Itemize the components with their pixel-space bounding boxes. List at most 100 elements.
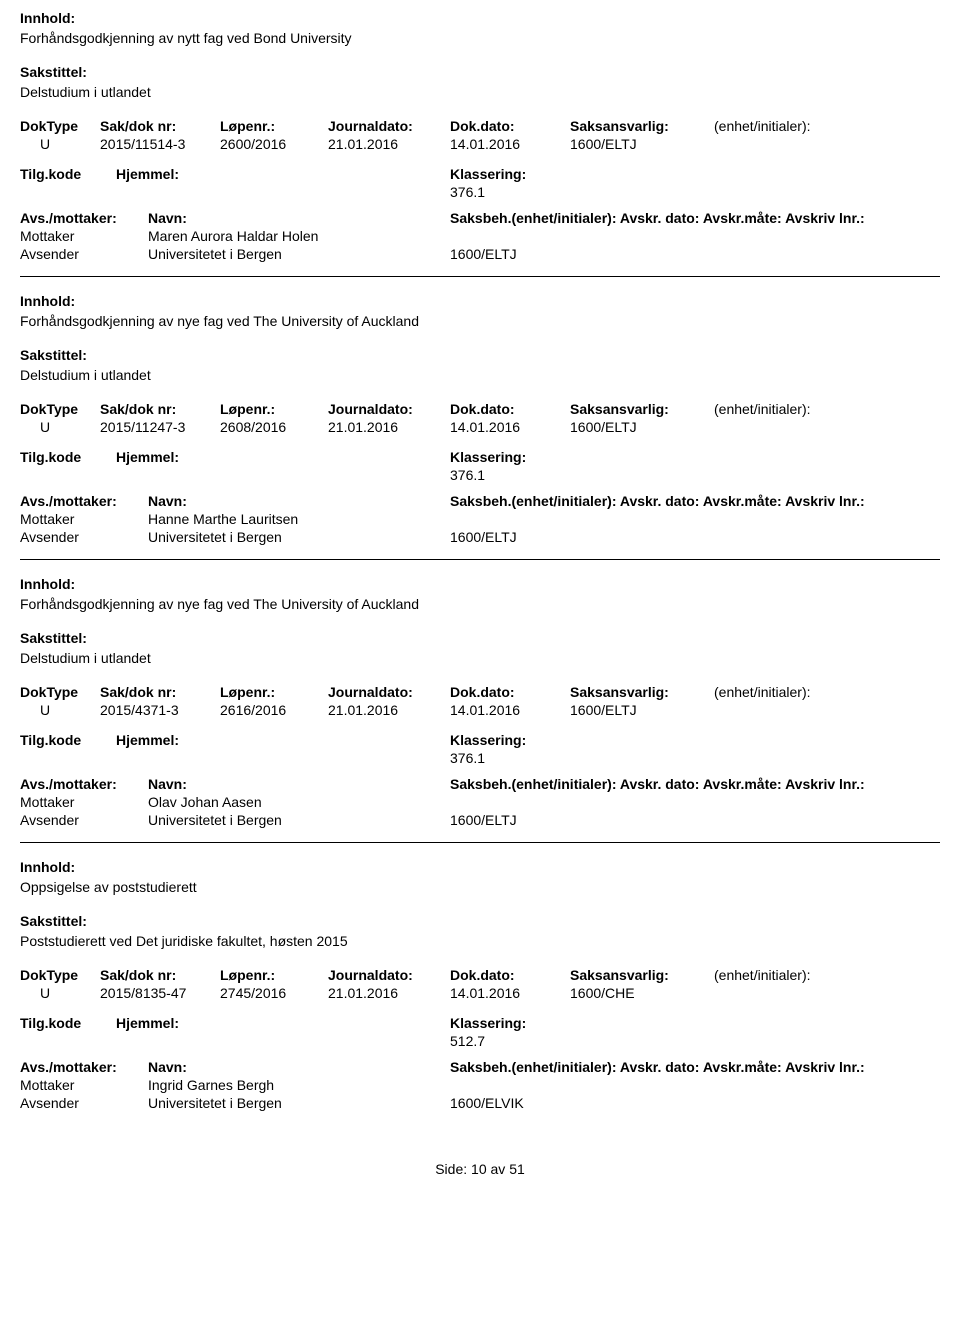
klassering-label: Klassering: xyxy=(450,166,526,182)
tilgkode-label: Tilg.kode xyxy=(20,732,116,748)
innhold-value: Forhåndsgodkjenning av nye fag ved The U… xyxy=(20,313,940,329)
sakstittel-label: Sakstittel: xyxy=(20,913,940,929)
avsmottaker-label: Avs./mottaker: xyxy=(20,493,148,509)
avsender-label: Avsender xyxy=(20,1095,148,1111)
av-label: av xyxy=(491,1161,506,1177)
enhet-label: (enhet/initialer): xyxy=(714,118,811,134)
saksansvarlig-label: Saksansvarlig: xyxy=(570,967,714,983)
sakstittel-value: Delstudium i utlandet xyxy=(20,84,940,100)
sakstittel-label: Sakstittel: xyxy=(20,630,940,646)
saksbeh-label: Saksbeh.(enhet/initialer): Avskr. dato: … xyxy=(450,493,865,509)
enhet-label: (enhet/initialer): xyxy=(714,684,811,700)
journal-entry: Innhold: Oppsigelse av poststudierett Sa… xyxy=(20,859,940,1111)
tilgkode-label: Tilg.kode xyxy=(20,1015,116,1031)
sakdok-label: Sak/dok nr: xyxy=(100,401,220,417)
sakstittel-label: Sakstittel: xyxy=(20,347,940,363)
avs-header-row: Avs./mottaker: Navn: Saksbeh.(enhet/init… xyxy=(20,1059,940,1075)
meta-header-row: DokType Sak/dok nr: Løpenr.: Journaldato… xyxy=(20,967,940,983)
sakdok-value: 2015/11514-3 xyxy=(100,136,220,152)
doktype-value: U xyxy=(20,985,100,1001)
innhold-label: Innhold: xyxy=(20,859,940,875)
sakdok-label: Sak/dok nr: xyxy=(100,684,220,700)
avsender-row: Avsender Universitetet i Bergen 1600/ELT… xyxy=(20,812,940,828)
avs-header-row: Avs./mottaker: Navn: Saksbeh.(enhet/init… xyxy=(20,493,940,509)
dokdato-label: Dok.dato: xyxy=(450,967,570,983)
doktype-label: DokType xyxy=(20,684,100,700)
entry-divider xyxy=(20,559,940,560)
innhold-label: Innhold: xyxy=(20,576,940,592)
innhold-value: Forhåndsgodkjenning av nye fag ved The U… xyxy=(20,596,940,612)
entry-divider xyxy=(20,276,940,277)
lopenr-label: Løpenr.: xyxy=(220,967,328,983)
meta-value-row: U 2015/8135-47 2745/2016 21.01.2016 14.0… xyxy=(20,985,940,1001)
page-current: 10 xyxy=(471,1161,487,1177)
mottaker-label: Mottaker xyxy=(20,511,148,527)
mottaker-row: Mottaker Ingrid Garnes Bergh xyxy=(20,1077,940,1093)
sakstittel-value: Delstudium i utlandet xyxy=(20,650,940,666)
mottaker-label: Mottaker xyxy=(20,228,148,244)
saksansvarlig-label: Saksansvarlig: xyxy=(570,684,714,700)
journaldato-value: 21.01.2016 xyxy=(328,136,450,152)
doktype-value: U xyxy=(20,419,100,435)
journal-entry: Innhold: Forhåndsgodkjenning av nye fag … xyxy=(20,576,940,843)
doktype-value: U xyxy=(20,136,100,152)
mottaker-label: Mottaker xyxy=(20,1077,148,1093)
enhet-label: (enhet/initialer): xyxy=(714,401,811,417)
saksansvarlig-value: 1600/CHE xyxy=(570,985,714,1001)
mottaker-name: Maren Aurora Haldar Holen xyxy=(148,228,450,244)
journal-entry: Innhold: Forhåndsgodkjenning av nytt fag… xyxy=(20,10,940,277)
avsender-code: 1600/ELTJ xyxy=(450,246,517,262)
mottaker-row: Mottaker Maren Aurora Haldar Holen xyxy=(20,228,940,244)
doktype-value: U xyxy=(20,702,100,718)
meta-header-row: DokType Sak/dok nr: Løpenr.: Journaldato… xyxy=(20,401,940,417)
avsender-name: Universitetet i Bergen xyxy=(148,1095,450,1111)
tilg-header-row: Tilg.kode Hjemmel: Klassering: xyxy=(20,732,940,748)
sakstittel-value: Poststudierett ved Det juridiske fakulte… xyxy=(20,933,940,949)
avsmottaker-label: Avs./mottaker: xyxy=(20,776,148,792)
sakdok-value: 2015/4371-3 xyxy=(100,702,220,718)
innhold-value: Forhåndsgodkjenning av nytt fag ved Bond… xyxy=(20,30,940,46)
enhet-label: (enhet/initialer): xyxy=(714,967,811,983)
avsmottaker-label: Avs./mottaker: xyxy=(20,1059,148,1075)
lopenr-value: 2608/2016 xyxy=(220,419,328,435)
side-label: Side: xyxy=(435,1161,467,1177)
avsender-row: Avsender Universitetet i Bergen 1600/ELT… xyxy=(20,529,940,545)
saksansvarlig-value: 1600/ELTJ xyxy=(570,419,714,435)
mottaker-row: Mottaker Hanne Marthe Lauritsen xyxy=(20,511,940,527)
meta-header-row: DokType Sak/dok nr: Løpenr.: Journaldato… xyxy=(20,118,940,134)
doktype-label: DokType xyxy=(20,401,100,417)
journaldato-value: 21.01.2016 xyxy=(328,419,450,435)
journaldato-label: Journaldato: xyxy=(328,118,450,134)
dokdato-label: Dok.dato: xyxy=(450,118,570,134)
journaldato-label: Journaldato: xyxy=(328,401,450,417)
avsender-name: Universitetet i Bergen xyxy=(148,529,450,545)
dokdato-value: 14.01.2016 xyxy=(450,702,570,718)
avsmottaker-label: Avs./mottaker: xyxy=(20,210,148,226)
innhold-value: Oppsigelse av poststudierett xyxy=(20,879,940,895)
dokdato-value: 14.01.2016 xyxy=(450,136,570,152)
tilgkode-label: Tilg.kode xyxy=(20,166,116,182)
avs-header-row: Avs./mottaker: Navn: Saksbeh.(enhet/init… xyxy=(20,776,940,792)
journaldato-value: 21.01.2016 xyxy=(328,702,450,718)
avsender-row: Avsender Universitetet i Bergen 1600/ELT… xyxy=(20,246,940,262)
klassering-label: Klassering: xyxy=(450,1015,526,1031)
tilg-header-row: Tilg.kode Hjemmel: Klassering: xyxy=(20,1015,940,1031)
avsender-row: Avsender Universitetet i Bergen 1600/ELV… xyxy=(20,1095,940,1111)
navn-label: Navn: xyxy=(148,776,450,792)
avsender-code: 1600/ELVIK xyxy=(450,1095,524,1111)
journaldato-label: Journaldato: xyxy=(328,967,450,983)
tilgkode-label: Tilg.kode xyxy=(20,449,116,465)
hjemmel-label: Hjemmel: xyxy=(116,449,450,465)
klassering-value: 376.1 xyxy=(450,750,940,766)
sakdok-value: 2015/8135-47 xyxy=(100,985,220,1001)
entry-divider xyxy=(20,842,940,843)
mottaker-row: Mottaker Olav Johan Aasen xyxy=(20,794,940,810)
navn-label: Navn: xyxy=(148,1059,450,1075)
meta-value-row: U 2015/11247-3 2608/2016 21.01.2016 14.0… xyxy=(20,419,940,435)
sakdok-label: Sak/dok nr: xyxy=(100,967,220,983)
dokdato-value: 14.01.2016 xyxy=(450,419,570,435)
avsender-label: Avsender xyxy=(20,529,148,545)
lopenr-label: Løpenr.: xyxy=(220,118,328,134)
page-footer: Side: 10 av 51 xyxy=(20,1161,940,1177)
saksansvarlig-label: Saksansvarlig: xyxy=(570,401,714,417)
